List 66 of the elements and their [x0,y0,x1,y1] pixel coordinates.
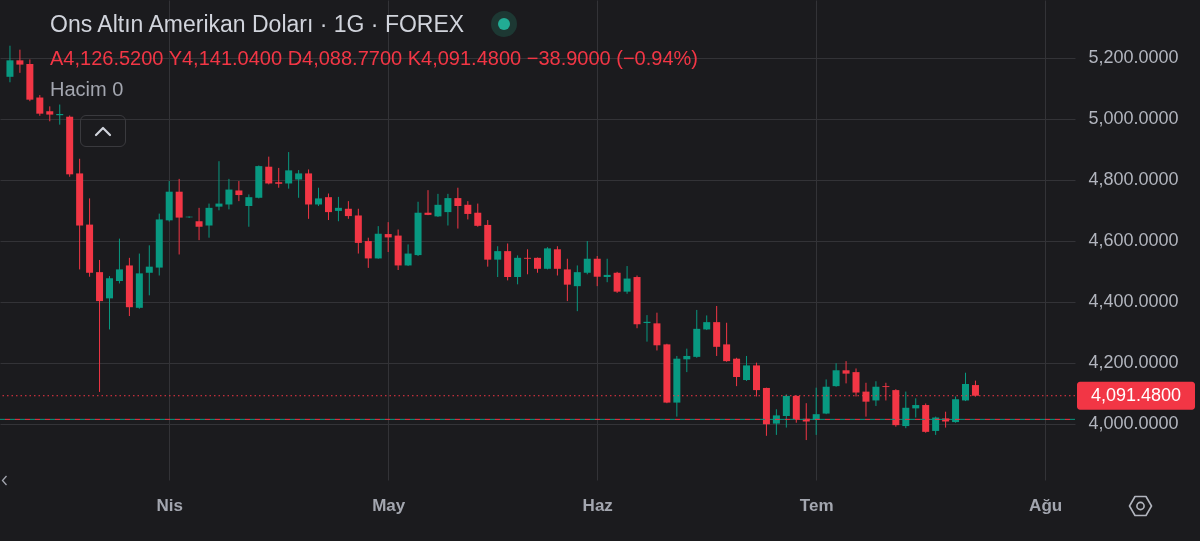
candlestick [215,160,223,211]
x-tick-label: Tem [799,495,834,515]
candlestick [613,271,621,294]
candlestick [36,94,44,117]
candlestick [553,245,561,276]
text: A4,126.5200 Y4,141.0400 D4,088.7700 K4,091.4800 −38.9000 (−0.94%) [50,46,698,70]
candlestick [563,258,571,302]
candlestick [384,221,392,253]
candlestick [723,322,731,363]
candlestick [683,348,691,373]
candlestick [653,312,661,351]
annotation: Hacim 0 [50,77,124,101]
candlestick [225,178,233,210]
y-tick-label: 4,000.0000 [1088,413,1179,434]
y-tick-label: 4,800.0000 [1088,169,1179,190]
candlestick [514,254,522,285]
candlestick [464,200,472,220]
candlestick [743,355,751,382]
candlestick [16,49,24,74]
candlestick [444,193,452,227]
y-tick-label: 4,200.0000 [1088,352,1179,373]
candlestick [115,238,123,284]
candlestick [623,265,631,295]
x-tick-label: Ağu [1029,495,1063,515]
candlestick [235,180,243,202]
y-tick-label: 5,000.0000 [1088,108,1179,129]
candlestick [494,245,502,278]
x-tick-label: Haz [582,495,613,515]
candlestick [195,207,203,241]
candlestick [105,275,113,330]
candlestick [782,393,790,429]
candlestick [454,187,462,230]
y-tick-label: 5,200.0000 [1088,47,1179,68]
candlestick [404,243,412,267]
candlestick [265,156,273,185]
candlestick [285,151,293,190]
x-tick-label: Nis [156,495,183,515]
candlestick [334,196,342,222]
candlestick [832,362,840,388]
candlestick [6,45,14,83]
candlestick [295,169,303,199]
candlestick [733,357,741,387]
candlestick [962,372,970,402]
candlestick [593,255,601,287]
candlestick [145,244,153,296]
candlestick [872,380,880,407]
y-tick-label: 4,600.0000 [1088,230,1179,251]
candlestick [524,248,532,275]
candlestick [315,187,323,207]
candlestick [434,193,442,218]
y-tick-label: 4,400.0000 [1088,291,1179,312]
candlestick [583,240,591,275]
candlestick [912,397,920,419]
candlestick [573,264,581,312]
candlestick [842,360,850,384]
candlestick [275,167,283,189]
ref-line-label: 4,091.4800 [1090,384,1182,405]
x-tick-label: May [372,495,406,515]
candlestick [424,189,432,216]
text: Ons Altın Amerikan Doları · 1G · FOREX [50,10,465,38]
candlestick [474,203,482,228]
candlestick [205,203,213,239]
candlestick [245,193,253,228]
candlestick [364,237,372,269]
candlestick [324,193,332,221]
candlestick [603,258,611,283]
